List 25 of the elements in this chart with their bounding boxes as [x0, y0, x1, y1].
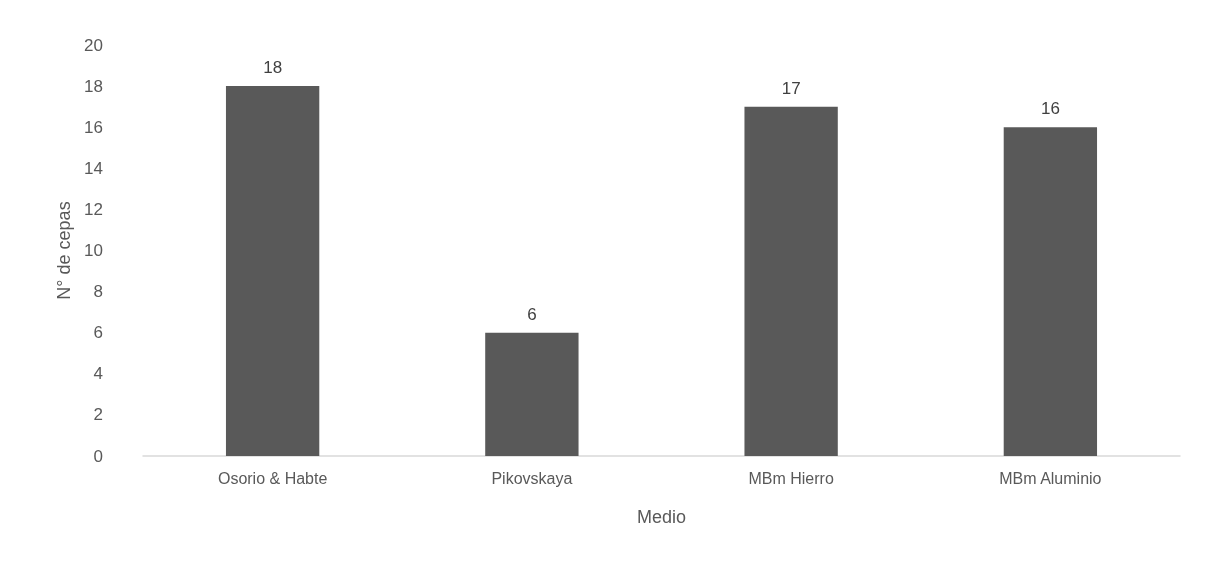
y-axis-title: N° de cepas — [54, 201, 75, 300]
bar — [1003, 127, 1098, 456]
x-axis-title: Medio — [636, 507, 687, 527]
y-tick-label: 18 — [84, 76, 103, 96]
y-tick-label: 8 — [93, 282, 103, 302]
y-tick-label: 4 — [93, 364, 103, 384]
x-tick-label: MBm Aluminio — [999, 469, 1102, 487]
bar — [225, 86, 320, 456]
data-label: 18 — [263, 58, 283, 78]
y-tick-label: 14 — [84, 158, 103, 178]
y-tick-label: 2 — [93, 405, 103, 425]
y-tick-label: 10 — [84, 241, 103, 260]
y-tick-label: 6 — [93, 323, 103, 343]
x-tick-label: MBm Hierro — [748, 469, 834, 487]
bar — [744, 106, 838, 456]
bar — [485, 332, 579, 456]
data-label: 17 — [781, 78, 801, 98]
y-tick-label: 12 — [84, 199, 103, 219]
x-tick-label: Pikovskaya — [491, 469, 573, 487]
y-tick-label: 0 — [93, 446, 103, 466]
y-tick-label: 20 — [84, 35, 103, 55]
y-tick-label: 16 — [84, 117, 103, 137]
data-label: 16 — [1040, 99, 1060, 119]
x-tick-label: Osorio & Habte — [217, 469, 328, 487]
data-label: 6 — [527, 304, 537, 324]
